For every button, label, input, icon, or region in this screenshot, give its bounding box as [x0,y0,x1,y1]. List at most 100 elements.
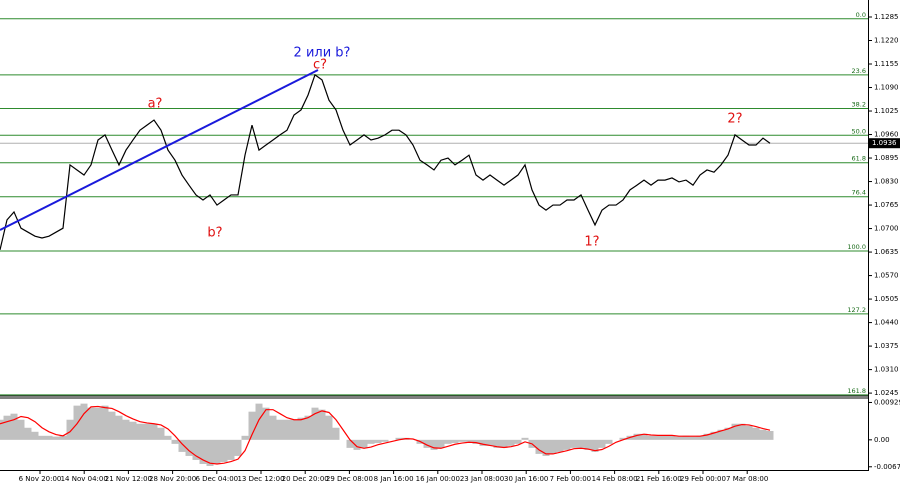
histogram-bar [472,439,480,444]
histogram-bar [584,439,592,450]
histogram-bar [374,439,382,444]
histogram-bar [577,439,585,448]
histogram-bar [745,425,753,440]
histogram-bar [59,435,67,440]
histogram-bar [94,407,102,440]
histogram-bar [703,433,711,440]
histogram-bar [521,437,529,440]
histogram-bar [283,419,291,440]
histogram-bar [262,407,270,440]
trend-line [0,69,319,231]
wave-label: a? [148,97,163,112]
histogram-bar [514,439,522,444]
histogram-bar [766,430,774,440]
histogram-bar [129,421,137,440]
histogram-bar [724,427,732,440]
fib-label: 100.0 [847,243,866,251]
histogram-bar [654,435,662,440]
histogram-bar [346,439,354,448]
histogram-bar [689,436,697,440]
histogram-bar [241,435,249,440]
histogram-bar [542,439,550,456]
histogram-bar [66,419,74,440]
histogram-bar [752,427,760,440]
histogram-bar [206,439,214,466]
fib-label: 161.8 [847,387,866,395]
histogram-bar [500,439,508,448]
histogram-bar [465,439,473,442]
histogram-bar [108,411,116,440]
histogram-bar [710,431,718,440]
x-tick-label: 16 Jan 00:00 [416,475,460,483]
histogram-bar [423,439,431,448]
x-tick-label: 8 Jan 16:00 [374,475,414,483]
histogram-bar [682,435,690,440]
x-tick-label: 6 Nov 20:00 [19,475,62,483]
y-tick-label: 1.1155 [874,60,899,68]
x-tick-label: 7 Feb 00:00 [550,475,591,483]
histogram-bar [304,415,312,440]
x-tick-label: 30 Jan 16:00 [504,475,548,483]
histogram-bar [38,435,46,440]
y-tick-label: 1.0830 [874,178,899,186]
wave-label: 1? [584,235,599,250]
histogram-bar [458,439,466,442]
histogram-bar [493,439,501,448]
histogram-bar [549,439,557,454]
histogram-bar [598,439,606,448]
histogram-bar [136,423,144,440]
fib-label: 127.2 [847,306,866,314]
histogram-bar [570,439,578,448]
histogram-bar [10,413,18,440]
y-tick-label: 1.0245 [874,389,899,397]
fib-label: 23.6 [852,67,866,75]
y-tick-label: 1.1220 [874,37,899,45]
histogram-bar [255,403,263,440]
histogram-bar [290,419,298,440]
histogram-bar [353,439,361,450]
x-tick-label: 13 Dec 12:00 [237,475,284,483]
x-tick-label: 20 Dec 20:00 [282,475,329,483]
histogram-bar [276,419,284,440]
x-tick-label: 7 Mar 08:00 [726,475,768,483]
histogram-bar [633,433,641,440]
histogram-bar [360,439,368,448]
histogram-bar [759,429,767,440]
histogram-bar [122,419,130,440]
y-tick-label: 1.1285 [874,13,899,21]
y-tick-label: 1.0570 [874,272,899,280]
histogram-bar [213,439,221,464]
histogram-bar [80,403,88,440]
histogram-bar [234,439,242,456]
y-tick-label: 1.0700 [874,225,899,233]
histogram-bar [3,415,11,440]
histogram-bar [185,439,193,456]
histogram-bar [31,431,39,440]
fib-label: 50.0 [852,127,866,135]
wave-label: 2 или b? [294,46,351,61]
histogram-bar [24,427,32,440]
histogram-bar [437,439,445,448]
x-tick-label: 21 Nov 12:00 [105,475,152,483]
histogram-bar [563,439,571,450]
histogram-bar [143,423,151,440]
fib-label: 76.4 [852,189,866,197]
histogram-bar [731,423,739,440]
price-line [0,405,771,465]
histogram-bar [661,435,669,440]
histogram-bar [157,427,165,440]
y-tick-label: -0.0067 [874,463,900,471]
histogram-bar [115,415,123,440]
histogram-bar [430,439,438,450]
histogram-bar [178,439,186,452]
x-tick-label: 21 Feb 16:00 [636,475,682,483]
histogram-bar [318,409,326,440]
histogram-bar [332,427,340,440]
histogram-bar [444,439,452,444]
histogram-bar [0,419,4,440]
x-tick-label: 29 Dec 08:00 [326,475,373,483]
histogram-bar [605,439,613,444]
histogram-bar [640,433,648,440]
y-tick-label: 1.0440 [874,319,899,327]
